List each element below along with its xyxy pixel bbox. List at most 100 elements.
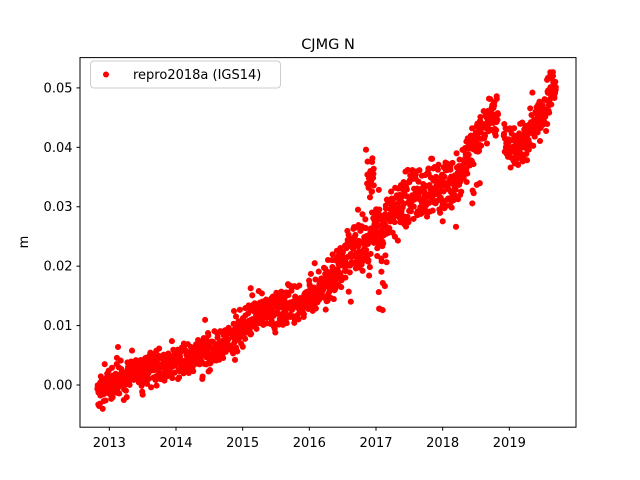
data-point xyxy=(380,240,387,247)
legend-dot-marker-icon xyxy=(103,71,109,78)
data-point xyxy=(476,180,483,187)
data-point xyxy=(379,307,386,314)
data-point xyxy=(369,158,376,166)
data-point xyxy=(378,258,385,265)
data-point xyxy=(347,298,354,305)
scatter-points xyxy=(94,69,559,412)
data-point xyxy=(494,111,502,118)
data-point xyxy=(249,292,256,299)
data-point xyxy=(493,127,500,134)
data-point xyxy=(139,391,146,398)
data-point xyxy=(458,188,465,195)
data-point xyxy=(128,347,136,354)
x-tick-label: 2017 xyxy=(359,436,392,451)
data-point xyxy=(245,302,252,309)
data-point xyxy=(354,206,362,213)
data-point xyxy=(548,101,555,108)
data-point xyxy=(145,375,152,382)
data-point xyxy=(465,151,472,158)
data-point xyxy=(108,364,116,371)
data-point xyxy=(153,382,160,389)
data-point xyxy=(425,165,432,172)
data-point xyxy=(391,219,398,226)
y-tick-label: 0.01 xyxy=(44,319,73,334)
data-point xyxy=(168,338,175,345)
plot-border xyxy=(79,57,577,428)
data-point xyxy=(410,203,417,210)
y-tick-label: 0.05 xyxy=(44,81,73,96)
data-point xyxy=(434,166,441,173)
data-point xyxy=(288,287,295,294)
data-point xyxy=(453,150,460,157)
x-axis-ticks: 2013 2014 2015 2016 2017 2018 2019 xyxy=(93,427,526,451)
data-point xyxy=(116,390,123,397)
data-point xyxy=(451,191,458,199)
data-point xyxy=(359,267,366,274)
data-point xyxy=(386,225,393,232)
data-point xyxy=(382,252,389,259)
data-point xyxy=(529,89,536,96)
data-point xyxy=(248,330,255,337)
data-point xyxy=(300,311,307,318)
data-point xyxy=(481,132,489,139)
data-point xyxy=(365,257,372,264)
data-point xyxy=(307,270,314,277)
data-point xyxy=(452,223,460,230)
data-point xyxy=(206,366,214,374)
data-point xyxy=(367,169,374,176)
data-point xyxy=(342,274,349,281)
y-tick-label: 0.00 xyxy=(44,379,73,394)
data-point xyxy=(272,329,279,336)
data-point xyxy=(362,146,370,153)
data-point xyxy=(376,206,383,213)
data-point xyxy=(202,316,209,323)
y-tick-label: 0.03 xyxy=(44,200,73,215)
data-point xyxy=(416,167,423,174)
data-point xyxy=(232,313,240,320)
data-point xyxy=(470,161,477,168)
data-point xyxy=(536,137,544,145)
data-point xyxy=(339,249,346,256)
data-point xyxy=(345,288,352,295)
data-point xyxy=(456,156,463,163)
data-point xyxy=(433,173,440,180)
data-point xyxy=(169,375,176,382)
data-point xyxy=(352,231,359,238)
data-point xyxy=(247,285,254,292)
data-point xyxy=(543,127,550,135)
data-point xyxy=(464,170,471,177)
data-point xyxy=(360,257,367,264)
data-point xyxy=(525,146,532,153)
data-point xyxy=(231,356,239,363)
data-point xyxy=(346,269,353,276)
data-point xyxy=(382,205,389,212)
x-tick-label: 2019 xyxy=(493,436,526,451)
data-point xyxy=(440,188,447,195)
data-point xyxy=(549,72,557,80)
data-point xyxy=(534,129,541,136)
data-point xyxy=(410,215,417,222)
x-tick-label: 2018 xyxy=(426,436,459,451)
data-point xyxy=(544,120,551,128)
data-point xyxy=(322,306,329,313)
data-point xyxy=(365,175,372,182)
x-tick-label: 2015 xyxy=(226,436,259,451)
data-point xyxy=(148,384,155,391)
data-point xyxy=(500,130,508,137)
data-point xyxy=(126,381,133,388)
data-point xyxy=(441,173,448,180)
data-point xyxy=(494,116,501,123)
data-point xyxy=(527,105,534,112)
x-tick-label: 2016 xyxy=(293,436,326,451)
x-tick-label: 2014 xyxy=(159,436,192,451)
data-point xyxy=(381,283,388,290)
data-point xyxy=(515,161,522,169)
data-point xyxy=(214,334,221,341)
data-point xyxy=(345,231,352,238)
data-point xyxy=(362,216,369,223)
data-point xyxy=(330,296,337,303)
data-point xyxy=(242,335,249,342)
data-point xyxy=(493,95,500,102)
data-point xyxy=(338,284,345,291)
